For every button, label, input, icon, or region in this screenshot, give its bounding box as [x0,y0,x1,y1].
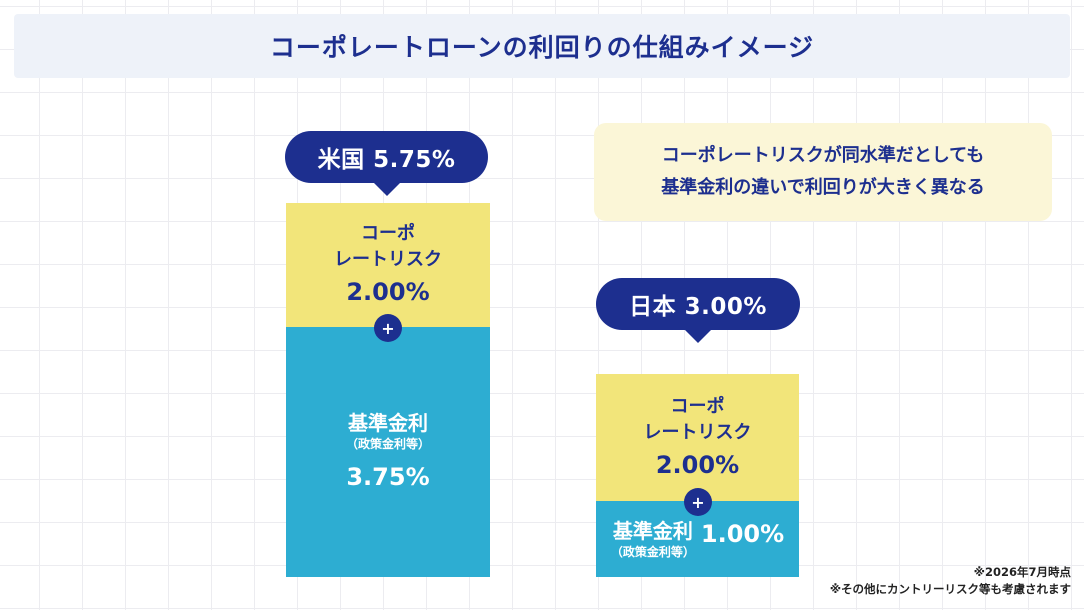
us-base-sublabel: （政策金利等） [345,437,430,451]
jp-total-bubble: 日本 3.00% [596,278,800,343]
jp-base-label-group: 基準金利 （政策金利等） [611,518,695,560]
footnote-date: ※2026年7月時点 [973,565,1071,579]
callout-line-2: 基準金利の違いで利回りが大きく異なる [661,177,985,198]
jp-risk-label-1: コーポ [670,395,725,417]
us-risk-label-1: コーポ [361,223,415,244]
jp-risk-value: 2.00% [655,450,740,479]
us-base-rate-segment: 基準金利 （政策金利等） 3.75% [286,327,490,577]
us-plus-icon: + [374,314,402,342]
us-risk-label-2: レートリスク [334,249,442,270]
title-bar: コーポレートローンの利回りの仕組みイメージ [14,14,1070,78]
us-corporate-risk-segment: コーポ レートリスク 2.00% [286,203,490,327]
footnotes: ※2026年7月時点 ※その他にカントリーリスク等も考慮されます [830,564,1071,598]
us-base-value: 3.75% [346,463,430,491]
callout-line-1: コーポレートリスクが同水準だとしても [661,145,985,166]
us-base-label: 基準金利 [348,411,428,435]
jp-base-sublabel: （政策金利等） [610,545,695,559]
jp-base-value: 1.00% [700,520,785,548]
us-risk-value: 2.00% [346,278,430,306]
callout-text: コーポレートリスクが同水準だとしても 基準金利の違いで利回りが大きく異なる [661,140,984,204]
us-total-bubble: 米国 5.75% [285,131,488,196]
callout-box: コーポレートリスクが同水準だとしても 基準金利の違いで利回りが大きく異なる [594,123,1052,221]
footnote-country-risk: ※その他にカントリーリスク等も考慮されます [829,582,1071,596]
jp-base-label: 基準金利 [612,519,693,543]
jp-corporate-risk-segment: コーポ レートリスク 2.00% [596,374,799,501]
jp-risk-label-2: レートリスク [643,421,752,443]
jp-plus-icon: + [684,488,712,516]
page-title: コーポレートローンの利回りの仕組みイメージ [269,33,815,62]
